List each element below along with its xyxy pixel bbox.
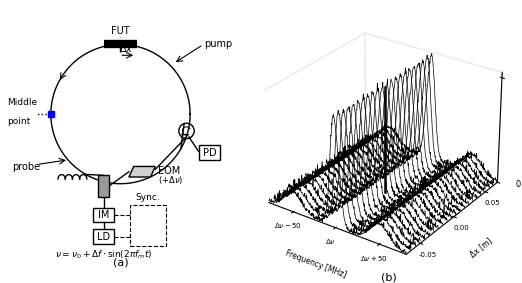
FancyBboxPatch shape [93, 229, 114, 244]
X-axis label: Frequency [MHz]: Frequency [MHz] [284, 248, 348, 279]
Text: PD: PD [203, 147, 216, 158]
Text: probe: probe [13, 162, 41, 172]
FancyBboxPatch shape [93, 208, 114, 222]
Y-axis label: Δx [m]: Δx [m] [468, 236, 494, 259]
Text: pump: pump [205, 39, 233, 50]
FancyBboxPatch shape [198, 145, 220, 160]
Text: FUT: FUT [111, 26, 130, 36]
Text: LD: LD [97, 231, 110, 242]
Text: $\Delta x$: $\Delta x$ [119, 42, 134, 53]
Polygon shape [129, 166, 156, 177]
Text: Middle: Middle [8, 98, 38, 107]
Text: point: point [8, 117, 31, 125]
Text: (b): (b) [381, 273, 397, 283]
FancyBboxPatch shape [98, 175, 109, 197]
Text: (a): (a) [113, 258, 128, 268]
Text: $\nu = \nu_0 + \Delta f \cdot \sin(2\pi f_m t)$: $\nu = \nu_0 + \Delta f \cdot \sin(2\pi … [55, 248, 152, 261]
Text: IM: IM [98, 210, 109, 220]
Text: Sync.: Sync. [136, 193, 160, 202]
Text: EOM: EOM [158, 166, 180, 175]
Text: $(+\Delta\nu)$: $(+\Delta\nu)$ [158, 174, 183, 186]
